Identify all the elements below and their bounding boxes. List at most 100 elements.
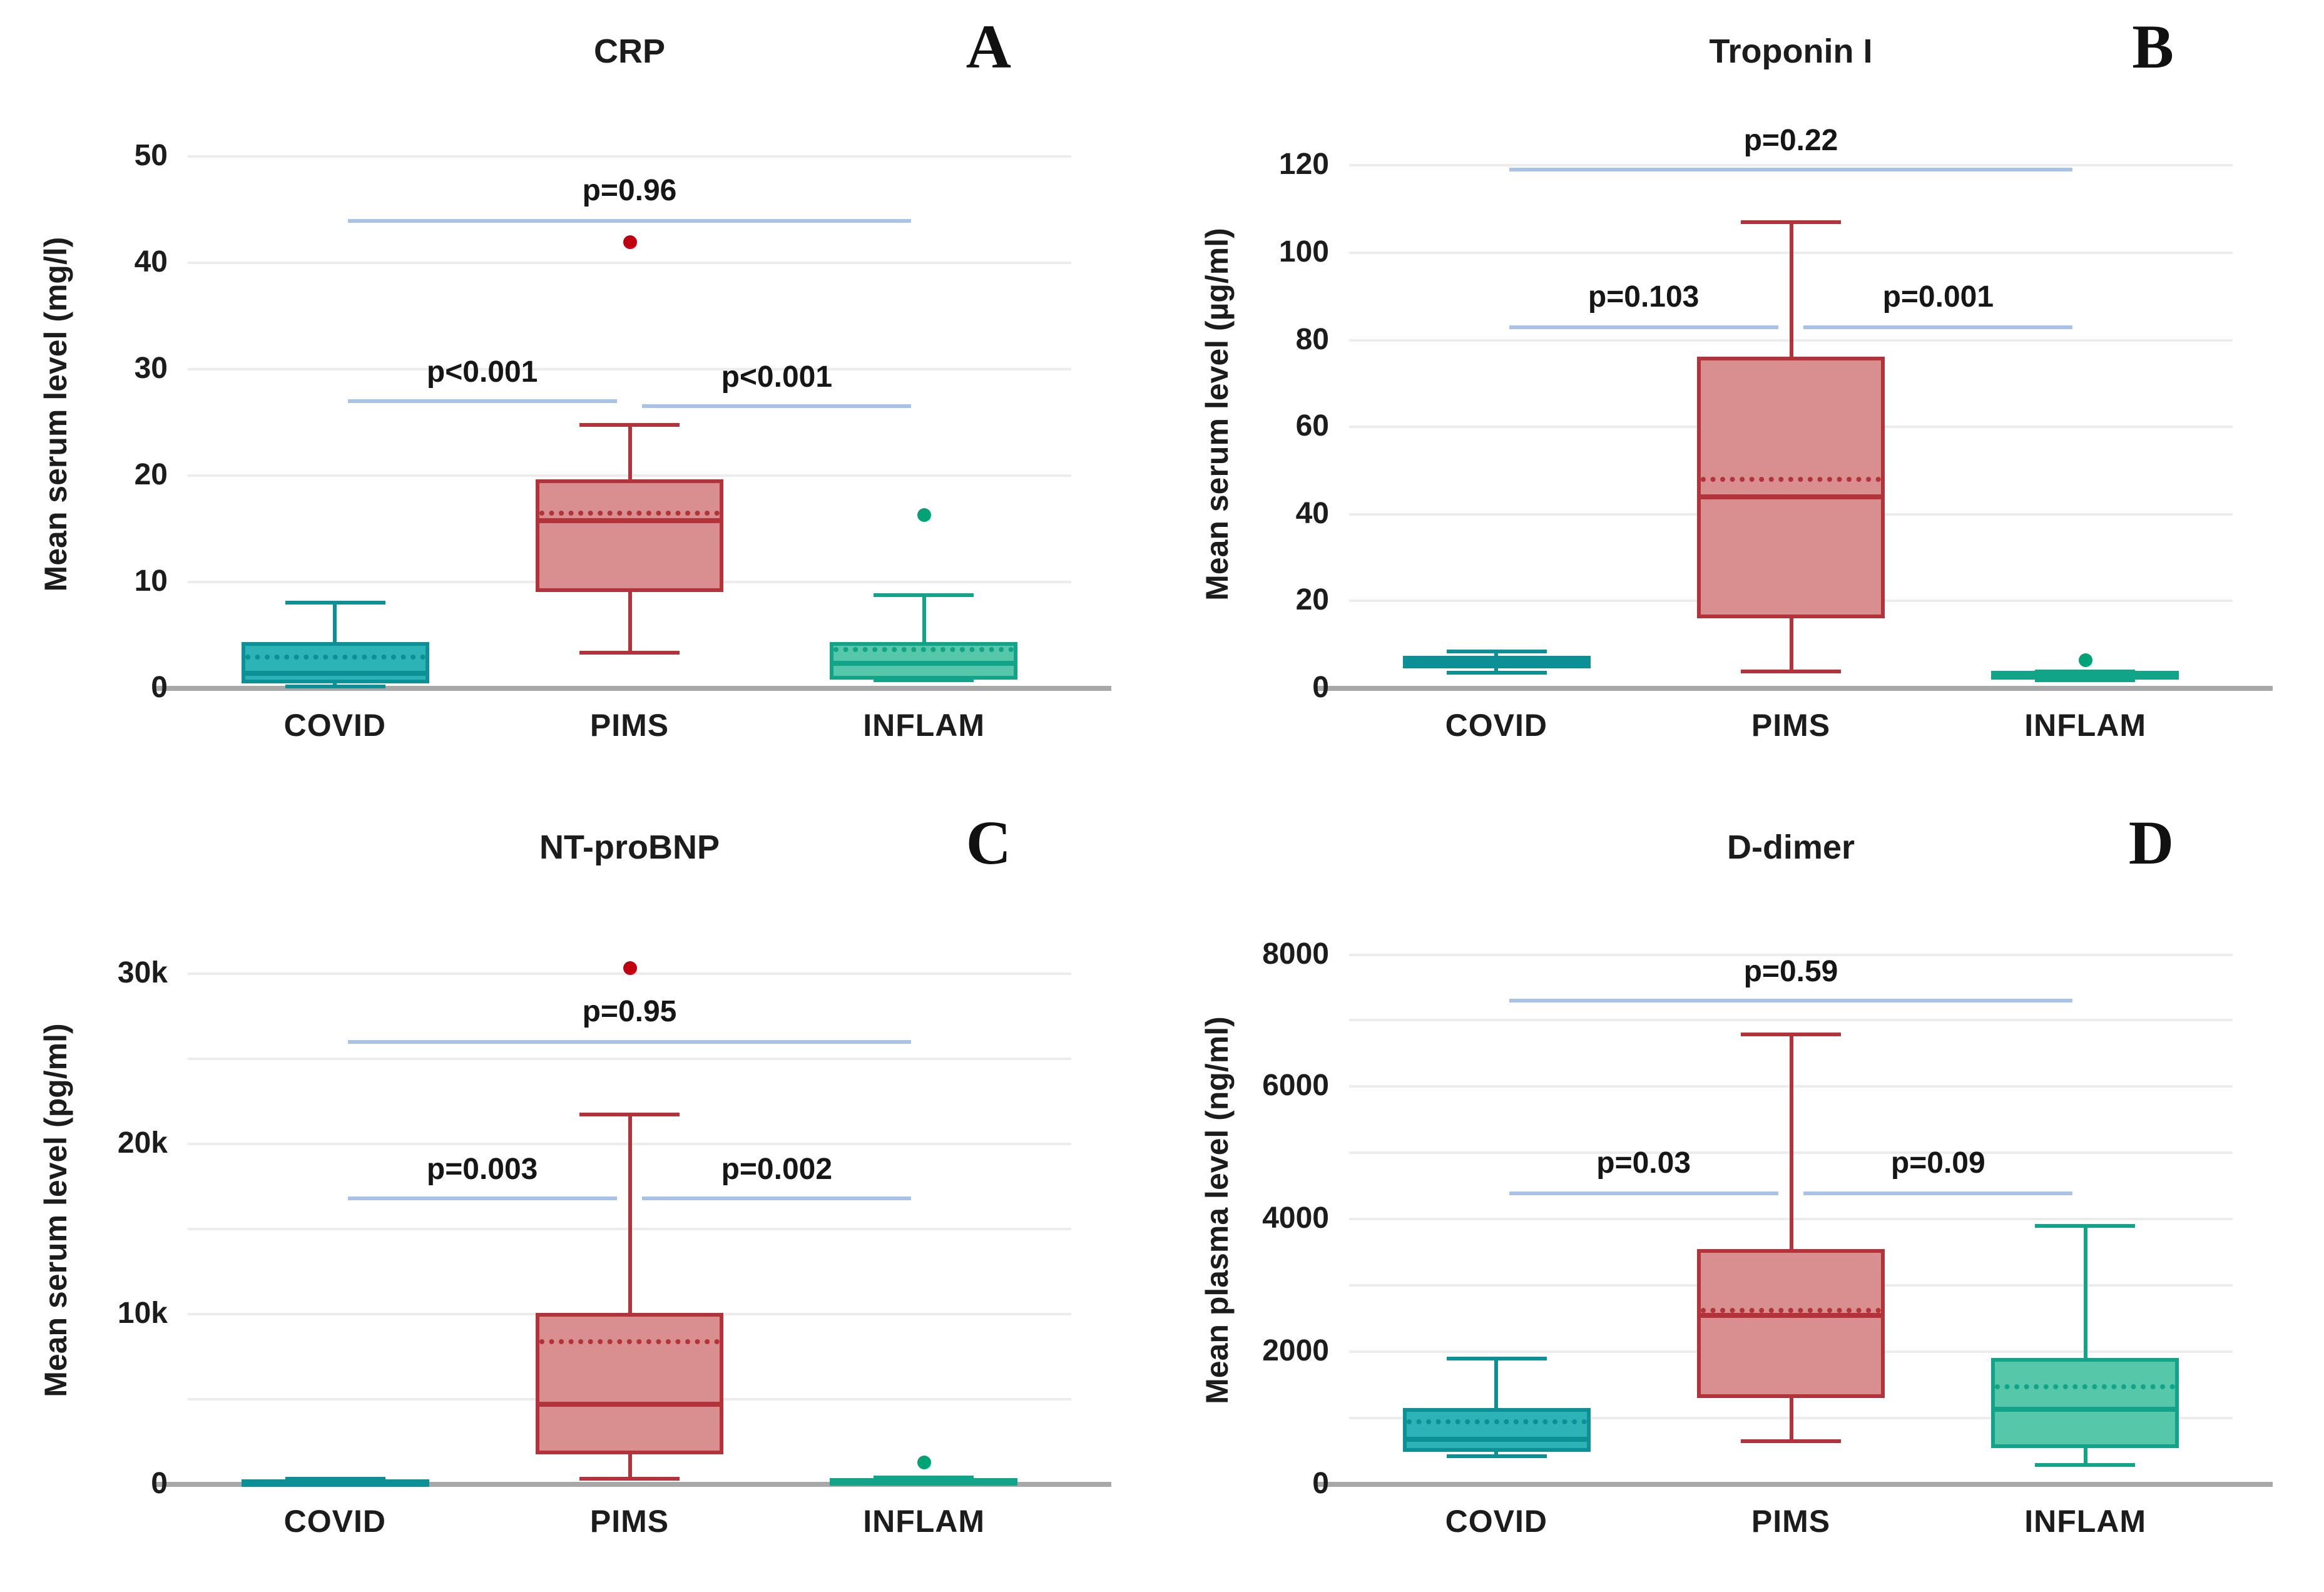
box-covid — [241, 642, 429, 683]
median-line — [539, 1402, 720, 1407]
mean-line — [539, 1339, 720, 1344]
category-label: INFLAM — [2024, 708, 2147, 743]
median-line — [1995, 1407, 2176, 1412]
pvalue-line — [1509, 1191, 1778, 1195]
whisker-cap-bottom — [285, 684, 385, 688]
pvalue-label: p=0.95 — [582, 995, 677, 1029]
ytick-label: 10k — [117, 1297, 168, 1330]
panel-letter: A — [966, 11, 1011, 81]
median-line — [1701, 1313, 1881, 1319]
pvalue-line — [642, 404, 912, 409]
pvalue-label: p=0.003 — [426, 1152, 538, 1186]
box-pims — [536, 1312, 723, 1454]
ytick-label: 100 — [1278, 235, 1329, 269]
ytick-label: 0 — [151, 1467, 168, 1501]
ytick-label: 60 — [1295, 409, 1329, 444]
ytick-label: 10 — [134, 564, 168, 598]
x-axis-line — [153, 686, 1111, 691]
median-line — [245, 671, 426, 676]
pvalue-label: p<0.001 — [721, 360, 833, 394]
pvalue-line — [1509, 999, 2073, 1003]
mean-line — [1995, 1384, 2176, 1389]
median-line — [833, 661, 1014, 666]
whisker-line — [1494, 1358, 1499, 1456]
panel-ddimer: D-dimer D Mean plasma level (ng/ml) 0 200… — [1161, 796, 2324, 1592]
mean-line — [1406, 660, 1587, 665]
x-axis-line — [1314, 1482, 2273, 1487]
plot-area-ddimer: 0 2000 4000 6000 8000 COVID PIMS INFLAM p=0.59 p=… — [1161, 796, 2324, 1592]
pvalue-label: p=0.002 — [721, 1152, 833, 1186]
whisker-cap-bottom — [579, 651, 680, 655]
panel-ntprobnp: NT-proBNP C Mean serum level (pg/ml) 0 10… — [0, 796, 1161, 1592]
ytick-label: 20 — [1295, 583, 1329, 618]
ytick-label: 120 — [1278, 148, 1329, 182]
box-pims — [1697, 1249, 1885, 1399]
ytick-label: 2000 — [1262, 1334, 1329, 1369]
whisker-line — [2083, 1226, 2087, 1465]
whisker-line — [1789, 1034, 1793, 1442]
mean-line — [833, 1478, 1014, 1483]
category-label: INFLAM — [863, 708, 986, 743]
whisker-cap-bottom — [579, 1477, 680, 1481]
whisker-cap-top — [1446, 649, 1547, 653]
whisker-cap-bottom — [1741, 669, 1841, 673]
gridline — [1349, 1019, 2233, 1022]
mean-line — [1701, 476, 1881, 482]
category-label: PIMS — [1751, 1504, 1831, 1539]
gridline — [1349, 164, 2233, 167]
panel-letter: D — [2128, 807, 2174, 877]
whisker-cap-top — [874, 593, 974, 597]
pvalue-label: p=0.09 — [1890, 1146, 1985, 1181]
ytick-label: 0 — [1312, 671, 1329, 705]
box-inflam — [1991, 1358, 2179, 1448]
mean-line — [1406, 1419, 1587, 1424]
outlier-dot — [917, 1455, 931, 1469]
ytick-label: 30k — [117, 956, 168, 990]
median-line — [1701, 494, 1881, 499]
whisker-cap-top — [579, 1113, 680, 1117]
pvalue-line — [1509, 168, 2073, 172]
whisker-cap-bottom — [874, 678, 974, 682]
category-label: COVID — [283, 1504, 386, 1539]
median-line — [539, 518, 720, 523]
box-covid — [1402, 1408, 1591, 1452]
pvalue-line — [347, 1197, 617, 1201]
x-axis-line — [1314, 686, 2273, 691]
outlier-dot — [623, 961, 636, 976]
pvalue-line — [347, 399, 617, 403]
whisker-line — [628, 1115, 631, 1479]
category-label: PIMS — [589, 1504, 670, 1539]
plot-area-crp: 0 10 20 30 40 50 COVID PIMS INFLAM p=0.96 p<0.001 p… — [0, 0, 1161, 796]
whisker-cap-bottom — [1741, 1439, 1841, 1444]
whisker-cap-bottom — [2035, 1462, 2136, 1467]
pvalue-line — [347, 1039, 912, 1044]
whisker-cap-top — [1741, 220, 1841, 225]
ytick-label: 20k — [117, 1126, 168, 1160]
whisker-cap-top — [1446, 1356, 1547, 1360]
whisker-cap-top — [2035, 1224, 2136, 1228]
mean-line — [1995, 671, 2176, 677]
category-label: INFLAM — [2024, 1504, 2147, 1539]
whisker-cap-bottom — [1446, 1454, 1547, 1458]
whisker-cap-top — [285, 600, 385, 605]
pvalue-line — [1509, 325, 1778, 329]
panel-title: CRP — [593, 33, 665, 70]
category-label: COVID — [283, 708, 386, 743]
whisker-line — [922, 594, 926, 680]
box-pims — [536, 479, 723, 593]
category-label: PIMS — [589, 708, 670, 743]
panel-letter: B — [2132, 11, 2174, 81]
ytick-label: 40 — [1295, 496, 1329, 531]
pvalue-label: p=0.03 — [1596, 1146, 1691, 1181]
x-axis-line — [153, 1482, 1111, 1487]
panel-letter: C — [966, 807, 1011, 877]
ytick-label: 4000 — [1262, 1202, 1329, 1236]
pvalue-line — [1803, 1191, 2073, 1195]
box-pims — [1697, 357, 1885, 619]
ytick-label: 0 — [1312, 1467, 1329, 1501]
ytick-label: 80 — [1295, 322, 1329, 357]
gridline — [1349, 953, 2233, 956]
ytick-label: 8000 — [1262, 937, 1329, 971]
ytick-label: 20 — [134, 458, 168, 492]
